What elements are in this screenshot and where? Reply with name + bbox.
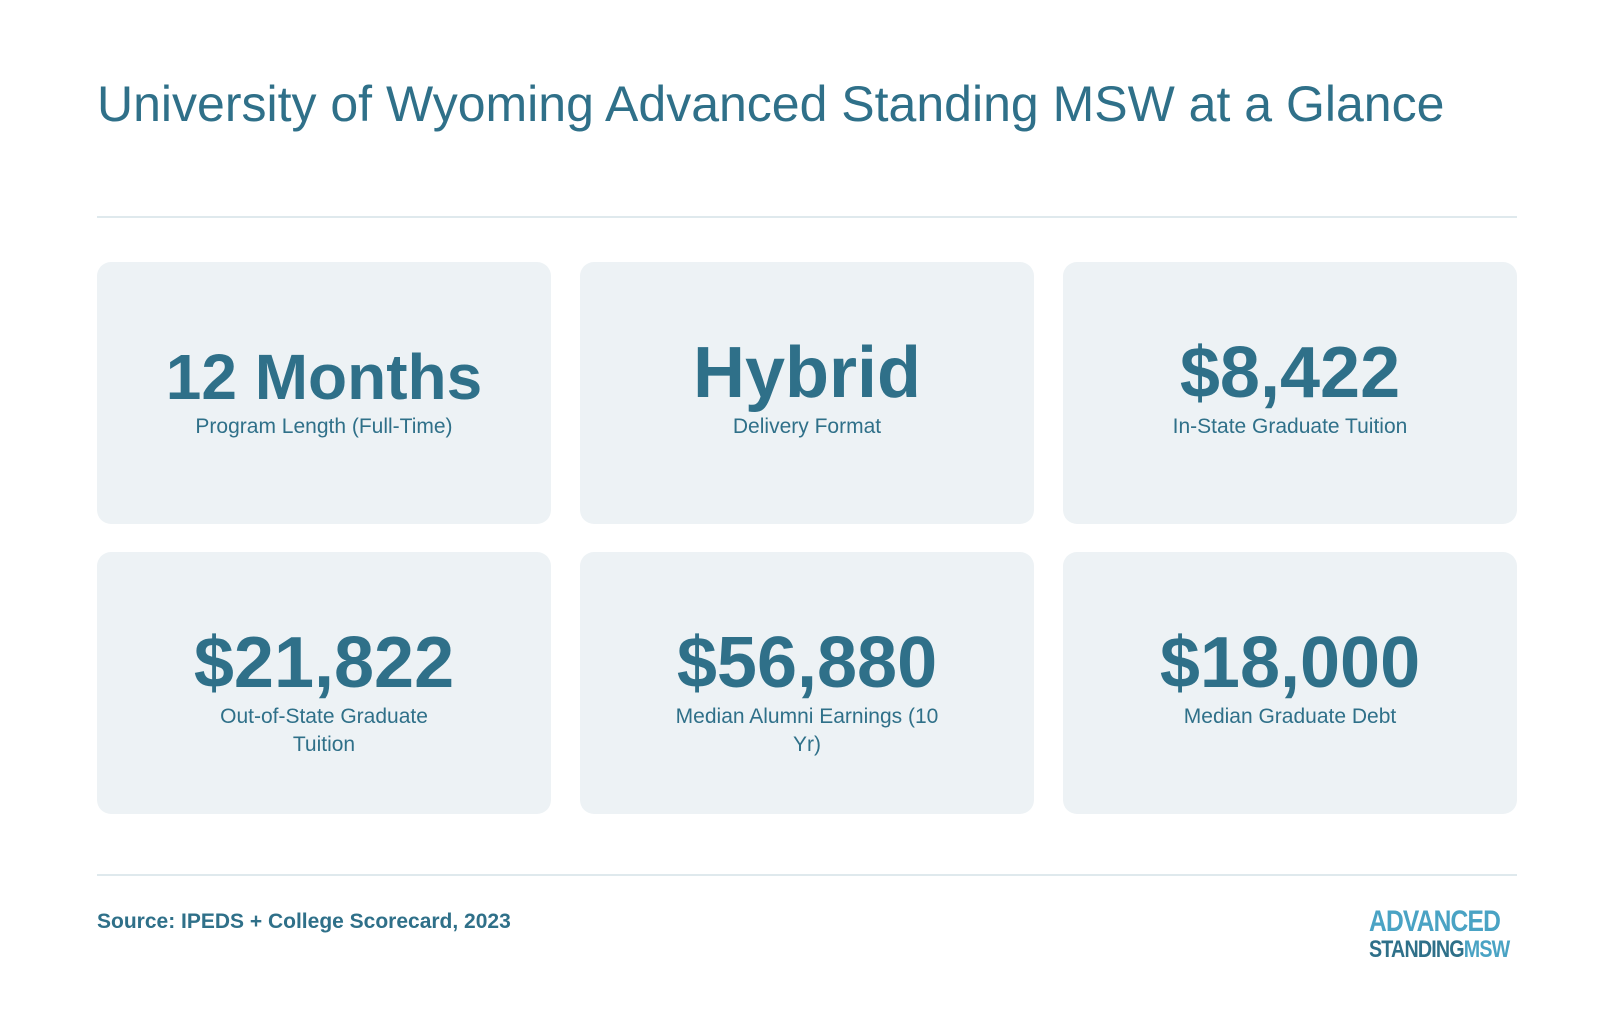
- stat-label: Median Graduate Debt: [1183, 705, 1397, 728]
- stat-card-out-of-state-tuition: $21,822 Out-of-State Graduate Tuition: [97, 552, 551, 814]
- stat-value: $21,822: [193, 623, 455, 703]
- logo-line-standing-msw: STANDINGMSW: [1369, 936, 1510, 963]
- stats-grid: 12 Months Program Length (Full-Time) Hyb…: [97, 262, 1517, 814]
- footer-divider: [97, 874, 1517, 876]
- stat-card-median-debt: $18,000 Median Graduate Debt: [1063, 552, 1517, 814]
- stat-card-delivery-format: Hybrid Delivery Format: [580, 262, 1034, 524]
- stat-value: $56,880: [676, 623, 938, 703]
- title-divider: [97, 216, 1517, 218]
- stat-label: Delivery Format: [732, 415, 882, 438]
- stat-label: Median Alumni Earnings (10 Yr): [675, 705, 939, 756]
- stat-value: $18,000: [1159, 623, 1421, 703]
- stat-value: 12 Months: [165, 341, 483, 413]
- stat-label: In-State Graduate Tuition: [1172, 415, 1408, 438]
- stat-card-in-state-tuition: $8,422 In-State Graduate Tuition: [1063, 262, 1517, 524]
- logo-word-standing: STANDING: [1369, 936, 1465, 963]
- stat-card-median-earnings: $56,880 Median Alumni Earnings (10 Yr): [580, 552, 1034, 814]
- page-title: University of Wyoming Advanced Standing …: [97, 76, 1445, 132]
- stat-label: Out-of-State Graduate Tuition: [220, 705, 428, 756]
- stat-label: Program Length (Full-Time): [195, 415, 453, 438]
- source-citation: Source: IPEDS + College Scorecard, 2023: [97, 910, 511, 933]
- stat-value: Hybrid: [692, 333, 922, 413]
- brand-logo: ADVANCED STANDINGMSW: [1369, 905, 1510, 963]
- logo-word-msw: MSW: [1463, 936, 1510, 963]
- stat-card-program-length: 12 Months Program Length (Full-Time): [97, 262, 551, 524]
- logo-line-advanced: ADVANCED: [1369, 905, 1501, 938]
- stat-value: $8,422: [1179, 333, 1401, 413]
